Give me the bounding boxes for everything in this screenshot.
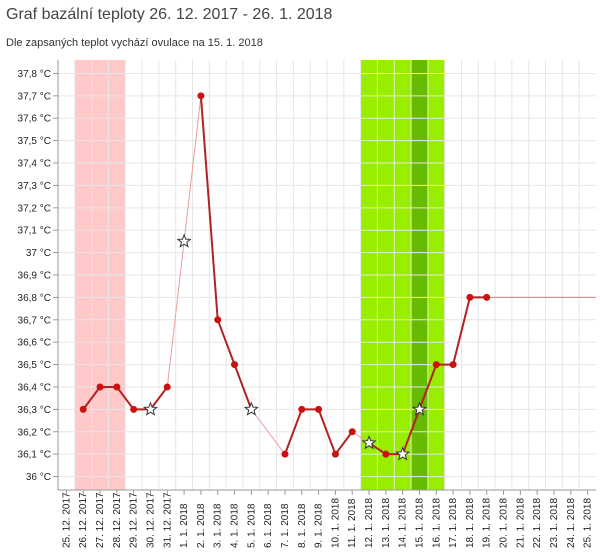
series-segment	[233, 364, 253, 410]
x-tick-label: 12. 1. 2018	[364, 498, 375, 548]
dashed-segment	[250, 409, 286, 455]
x-tick-label: 16. 1. 2018	[431, 498, 442, 548]
x-tick-label: 30. 12. 2017	[145, 492, 156, 548]
star-point	[395, 446, 411, 461]
x-tick-label: 9. 1. 2018	[314, 503, 325, 548]
data-point	[130, 405, 138, 413]
x-tick-label: 28. 12. 2017	[112, 492, 123, 548]
data-point	[466, 293, 474, 301]
x-tick-label: 17. 1. 2018	[448, 498, 459, 548]
data-point	[432, 361, 440, 369]
x-tick-label: 29. 12. 2017	[129, 492, 140, 548]
data-point	[281, 450, 289, 458]
data-point	[449, 361, 457, 369]
star-point	[176, 233, 192, 248]
data-point	[197, 92, 205, 100]
x-tick-label: 23. 1. 2018	[549, 498, 560, 548]
y-tick-label: 37,7 °C	[18, 91, 51, 102]
series-segment	[334, 431, 354, 455]
data-point	[483, 293, 491, 301]
star-point	[142, 401, 158, 416]
x-tick-label: 11. 1. 2018	[347, 498, 358, 548]
data-point	[96, 383, 104, 391]
x-tick-label: 1. 1. 2018	[179, 503, 190, 548]
y-tick-label: 36,1 °C	[18, 450, 51, 461]
series-segment	[317, 409, 337, 455]
x-tick-label: 20. 1. 2018	[499, 498, 510, 548]
x-tick-label: 2. 1. 2018	[196, 503, 207, 548]
series-segment	[116, 386, 135, 410]
data-point	[79, 405, 87, 413]
x-tick-label: 31. 12. 2017	[162, 492, 173, 548]
data-point	[298, 405, 306, 413]
data-point	[113, 383, 121, 391]
x-tick-label: 5. 1. 2018	[246, 503, 257, 548]
x-tick-label: 8. 1. 2018	[297, 503, 308, 548]
y-tick-label: 37,5 °C	[18, 136, 51, 147]
y-tick-label: 36 °C	[26, 472, 51, 483]
data-point	[214, 316, 222, 324]
dashed-segment	[183, 95, 202, 242]
series-segment	[401, 409, 421, 455]
x-tick-label: 14. 1. 2018	[398, 498, 409, 548]
series-segment	[216, 319, 236, 365]
x-tick-label: 21. 1. 2018	[515, 498, 526, 548]
series-segment	[284, 409, 303, 455]
data-point	[348, 428, 356, 436]
x-tick-label: 15. 1. 2018	[414, 498, 425, 548]
x-tick-label: 19. 1. 2018	[482, 498, 493, 548]
x-tick-label: 25. 12. 2017	[61, 492, 72, 548]
x-tick-label: 13. 1. 2018	[381, 498, 392, 548]
y-tick-label: 36,8 °C	[18, 293, 51, 304]
data-point	[382, 450, 390, 458]
y-tick-label: 37,4 °C	[18, 159, 51, 170]
chart-title: Graf bazální teploty 26. 12. 2017 - 26. …	[6, 6, 333, 23]
x-tick-label: 7. 1. 2018	[280, 503, 291, 548]
star-point	[361, 435, 377, 450]
y-tick-label: 36,6 °C	[18, 338, 51, 349]
y-tick-label: 37,3 °C	[18, 181, 51, 192]
y-tick-label: 36,5 °C	[18, 360, 51, 371]
series-segment	[149, 386, 169, 410]
x-tick-label: 10. 1. 2018	[330, 498, 341, 548]
y-tick-label: 37,8 °C	[18, 69, 51, 80]
y-tick-label: 36,3 °C	[18, 405, 51, 416]
series-segment	[418, 364, 438, 410]
x-tick-label: 26. 12. 2017	[78, 492, 89, 548]
y-tick-label: 37,6 °C	[18, 114, 51, 125]
x-tick-label: 4. 1. 2018	[230, 503, 241, 548]
dashed-segment	[166, 241, 185, 388]
x-tick-label: 22. 1. 2018	[532, 498, 543, 548]
data-point	[163, 383, 171, 391]
y-tick-label: 37,1 °C	[18, 226, 51, 237]
x-tick-label: 25. 1. 2018	[583, 498, 594, 548]
series-segment	[82, 386, 101, 410]
star-point	[243, 401, 259, 416]
chart-subtitle: Dle zapsaných teplot vychází ovulace na …	[6, 37, 263, 49]
data-point	[331, 450, 339, 458]
star-point	[411, 401, 427, 416]
x-tick-label: 3. 1. 2018	[213, 503, 224, 548]
x-tick-label: 27. 12. 2017	[95, 492, 106, 548]
series-segment	[199, 95, 219, 320]
y-tick-label: 36,9 °C	[18, 271, 51, 282]
y-tick-label: 36,7 °C	[18, 315, 51, 326]
y-tick-label: 37,2 °C	[18, 203, 51, 214]
x-tick-label: 24. 1. 2018	[566, 498, 577, 548]
x-tick-label: 18. 1. 2018	[465, 498, 476, 548]
data-point	[315, 405, 323, 413]
data-point	[231, 361, 239, 369]
y-tick-label: 37 °C	[26, 248, 51, 259]
series-segment	[452, 297, 471, 365]
y-tick-label: 36,4 °C	[18, 382, 51, 393]
x-tick-label: 6. 1. 2018	[263, 503, 274, 548]
y-tick-label: 36,2 °C	[18, 427, 51, 438]
